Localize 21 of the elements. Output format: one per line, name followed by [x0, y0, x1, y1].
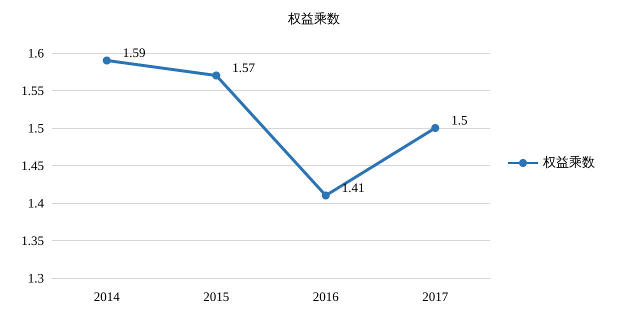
- data-label: 1.5: [451, 112, 468, 128]
- legend-label: 权益乘数: [542, 156, 595, 170]
- y-tick-label: 1.5: [28, 120, 44, 136]
- y-tick-label: 1.45: [21, 158, 44, 173]
- point: [102, 56, 111, 64]
- data-label: 1.59: [122, 45, 146, 60]
- point: [431, 124, 440, 132]
- data-label: 1.57: [232, 60, 256, 75]
- y-tick-label: 1.35: [21, 233, 44, 248]
- y-tick-label: 1.55: [21, 83, 44, 98]
- y-tick-label: 1.4: [28, 196, 44, 210]
- data-label: 1.41: [342, 180, 364, 195]
- y-tick-label: 1.6: [28, 46, 44, 60]
- point: [322, 192, 330, 200]
- x-tick-label: 2015: [203, 289, 230, 304]
- point: [212, 72, 220, 80]
- y-tick-label: 1.3: [28, 270, 44, 286]
- x-tick-label: 2016: [312, 289, 340, 304]
- chart-title: 权益乘数: [287, 12, 340, 27]
- x-tick-label: 2017: [422, 289, 449, 304]
- x-tick-label: 2014: [94, 289, 120, 304]
